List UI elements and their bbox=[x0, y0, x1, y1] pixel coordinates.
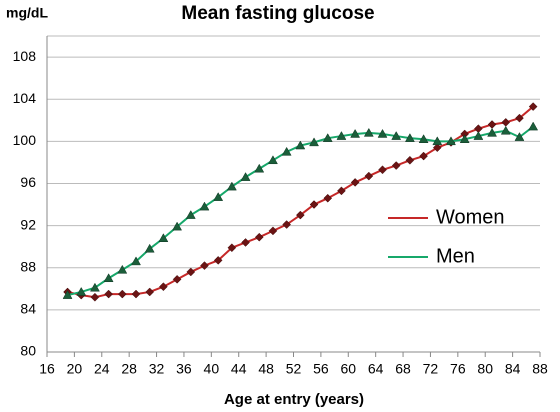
chart-title: Mean fasting glucose bbox=[181, 3, 374, 24]
y-tick-label: 88 bbox=[20, 258, 36, 274]
marker bbox=[185, 210, 196, 219]
x-tick-label: 56 bbox=[313, 361, 329, 377]
marker bbox=[103, 273, 114, 283]
marker bbox=[487, 120, 497, 129]
marker bbox=[144, 243, 155, 253]
x-tick-label: 88 bbox=[532, 361, 548, 377]
x-tick-label: 76 bbox=[450, 361, 466, 377]
x-tick-label: 84 bbox=[505, 361, 521, 377]
x-tick-label: 80 bbox=[477, 361, 493, 377]
marker bbox=[432, 143, 442, 153]
x-tick-label: 72 bbox=[423, 361, 439, 377]
marker bbox=[254, 163, 265, 173]
y-tick-label: 80 bbox=[20, 343, 36, 359]
marker bbox=[241, 238, 250, 247]
x-tick-label: 60 bbox=[340, 361, 356, 377]
marker bbox=[378, 165, 387, 175]
marker bbox=[350, 128, 361, 138]
marker bbox=[282, 220, 292, 229]
marker bbox=[309, 200, 319, 209]
marker bbox=[268, 155, 278, 165]
marker bbox=[501, 118, 511, 127]
marker bbox=[528, 121, 539, 131]
marker bbox=[487, 127, 497, 137]
marker bbox=[172, 274, 182, 284]
marker bbox=[404, 133, 415, 142]
marker bbox=[528, 102, 538, 111]
x-tick-label: 64 bbox=[368, 361, 384, 377]
marker bbox=[227, 243, 237, 253]
marker bbox=[514, 132, 525, 141]
marker bbox=[419, 151, 428, 161]
marker bbox=[199, 201, 210, 211]
x-tick-label: 24 bbox=[94, 361, 110, 377]
marker bbox=[432, 136, 443, 146]
y-tick-label: 96 bbox=[20, 174, 36, 190]
x-tick-label: 32 bbox=[149, 361, 165, 377]
marker bbox=[323, 193, 333, 203]
marker bbox=[446, 136, 456, 146]
y-tick-label: 100 bbox=[13, 132, 37, 148]
marker bbox=[364, 171, 374, 181]
marker bbox=[322, 133, 333, 142]
x-tick-label: 16 bbox=[39, 361, 55, 377]
y-tick-label: 84 bbox=[20, 301, 36, 317]
y-tick-label: 108 bbox=[13, 48, 37, 64]
x-tick-label: 28 bbox=[121, 361, 137, 377]
marker bbox=[159, 282, 168, 292]
marker bbox=[213, 256, 223, 265]
marker bbox=[117, 289, 127, 299]
marker bbox=[391, 161, 401, 170]
y-tick-label: 92 bbox=[20, 216, 36, 232]
marker bbox=[350, 178, 360, 187]
x-tick-label: 48 bbox=[258, 361, 274, 377]
marker bbox=[240, 172, 251, 181]
marker bbox=[268, 226, 278, 236]
marker bbox=[200, 261, 209, 270]
x-axis-label: Age at entry (years) bbox=[224, 391, 364, 408]
marker bbox=[62, 290, 73, 299]
marker bbox=[172, 221, 183, 231]
marker bbox=[309, 137, 319, 147]
marker bbox=[363, 127, 374, 137]
marker bbox=[90, 292, 100, 302]
legend-label: Men bbox=[436, 245, 475, 267]
x-tick-label: 40 bbox=[204, 361, 220, 377]
marker bbox=[473, 131, 484, 140]
marker bbox=[117, 264, 128, 274]
marker bbox=[405, 155, 415, 165]
legend-label: Women bbox=[436, 206, 505, 228]
marker bbox=[186, 267, 196, 277]
marker bbox=[131, 256, 141, 266]
x-tick-label: 20 bbox=[67, 361, 83, 377]
marker bbox=[515, 113, 524, 123]
y-axis-label: mg/dL bbox=[6, 5, 48, 21]
marker bbox=[131, 289, 141, 299]
marker bbox=[295, 210, 305, 220]
marker bbox=[459, 134, 470, 143]
x-tick-label: 36 bbox=[176, 361, 192, 377]
marker bbox=[295, 140, 306, 150]
x-tick-label: 52 bbox=[286, 361, 302, 377]
marker bbox=[158, 233, 169, 242]
marker bbox=[500, 125, 511, 135]
x-tick-label: 44 bbox=[231, 361, 247, 377]
marker bbox=[281, 146, 292, 156]
marker bbox=[418, 134, 429, 143]
marker bbox=[145, 287, 155, 297]
marker bbox=[377, 128, 388, 138]
marker bbox=[76, 286, 87, 296]
marker bbox=[254, 232, 264, 242]
y-tick-label: 104 bbox=[13, 90, 37, 106]
marker bbox=[337, 186, 346, 196]
marker bbox=[90, 282, 100, 292]
marker bbox=[213, 192, 224, 201]
marker bbox=[336, 131, 347, 140]
x-tick-label: 68 bbox=[395, 361, 411, 377]
marker bbox=[104, 289, 113, 299]
marker bbox=[226, 181, 237, 191]
marker bbox=[391, 131, 402, 140]
